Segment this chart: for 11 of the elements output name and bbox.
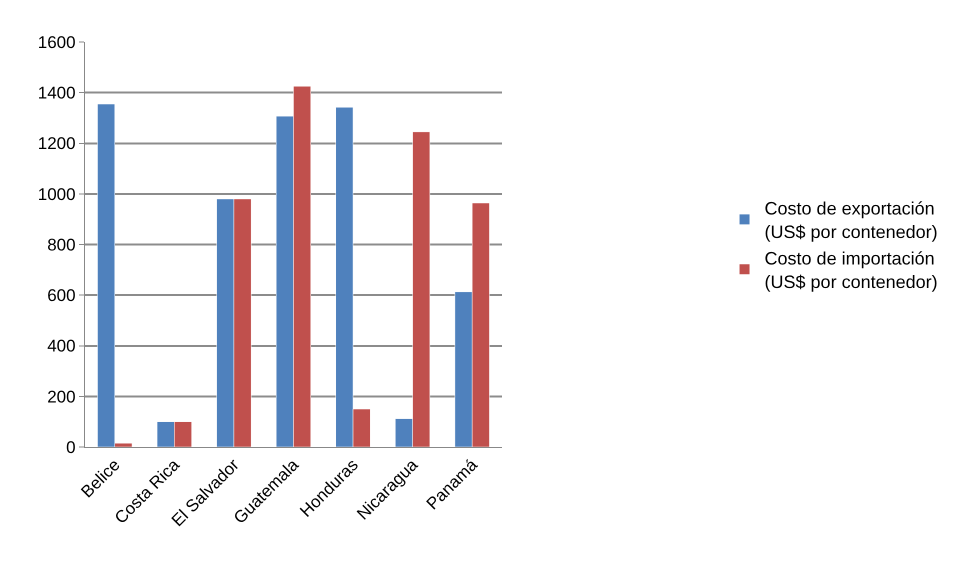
legend-label: Costo de exportación (US$ por contenedor) [764, 198, 938, 242]
y-tick-label: 1000 [38, 184, 76, 204]
y-tick-label: 1400 [38, 84, 76, 103]
y-tick-label: 800 [47, 235, 76, 254]
y-tick-label: 0 [66, 438, 76, 457]
legend-label: Costo de importación (US$ por contenedor) [764, 248, 938, 292]
y-tick-label: 1200 [38, 134, 76, 154]
y-tick-label: 400 [47, 336, 76, 356]
y-tick-label: 200 [47, 387, 76, 406]
y-tick-label: 600 [47, 286, 76, 306]
y-tick-label: 1600 [38, 32, 76, 52]
